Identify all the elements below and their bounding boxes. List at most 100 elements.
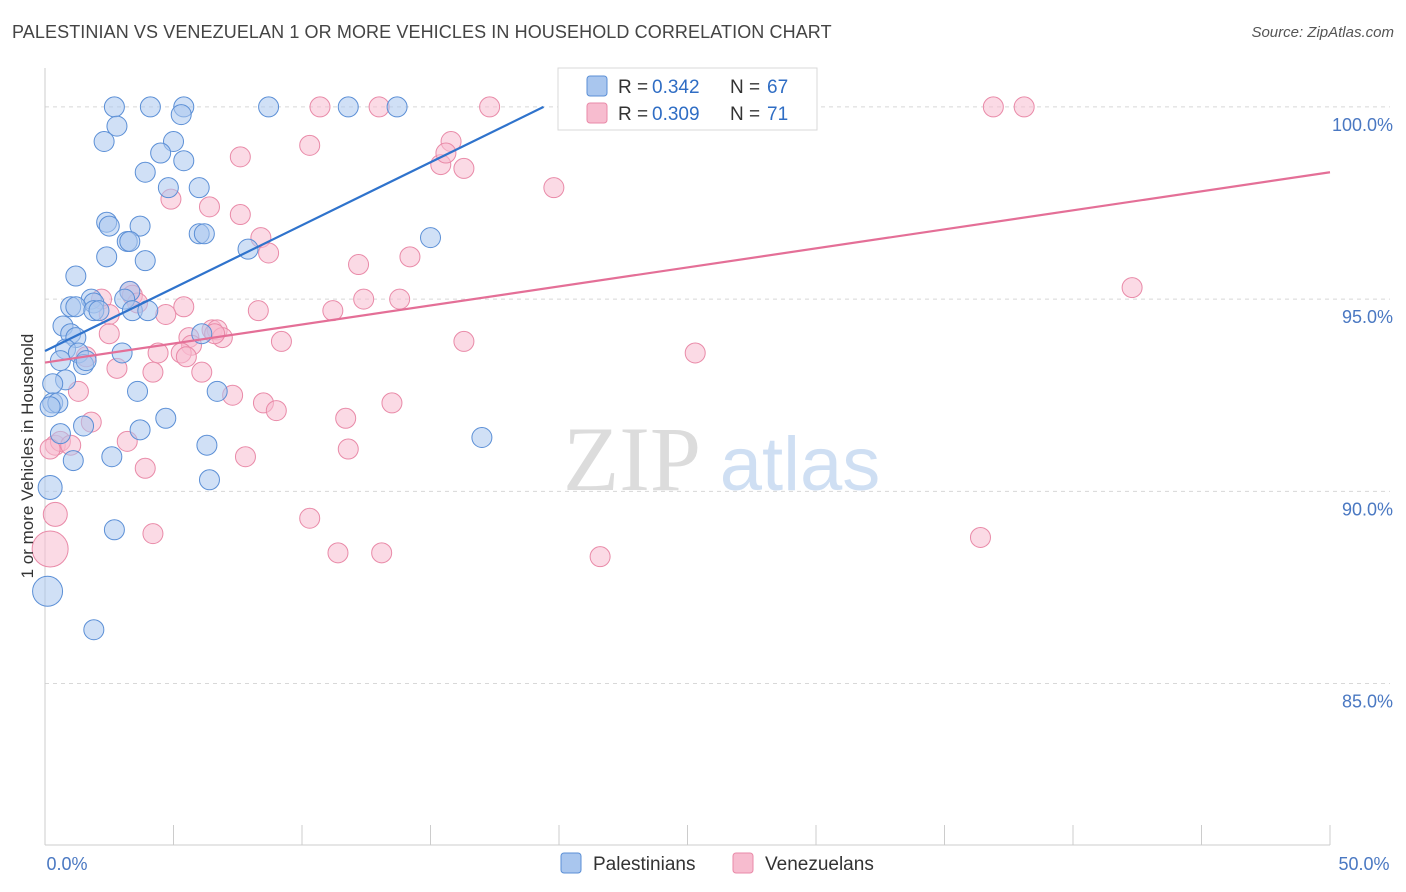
venezuelans-point: [335, 407, 357, 429]
y-axis-label: 1 or more Vehicles in Household: [18, 334, 37, 579]
palestinians-point: [155, 407, 177, 429]
correlation-legend: R = 0.342 N = 67 R = 0.309 N = 71: [557, 67, 818, 131]
palestinians-point: [129, 419, 151, 441]
palestinians-point: [65, 265, 87, 287]
palestinians-point: [103, 519, 125, 541]
venezuelans-point: [589, 546, 611, 568]
palestinians-point: [32, 575, 64, 607]
palestinians-points: [32, 96, 493, 641]
venezuelans-point: [435, 142, 457, 164]
venezuelans-point: [337, 438, 359, 460]
venezuelans-point: [229, 146, 251, 168]
venezuelans-point: [39, 438, 61, 460]
venezuelans-point: [371, 542, 393, 564]
palestinians-point: [73, 415, 95, 437]
palestinians-point: [83, 619, 105, 641]
legend-n-label: N =: [730, 104, 760, 125]
palestinians-point: [196, 434, 218, 456]
palestinians-point: [420, 227, 441, 249]
series-swatch-venezuelans: [732, 852, 754, 874]
legend-n-label: N =: [730, 77, 760, 98]
legend-n-blue: 67: [767, 77, 788, 98]
venezuelans-point: [353, 288, 375, 310]
venezuelans-point: [155, 303, 177, 325]
palestinians-point: [106, 115, 128, 137]
venezuelans-point: [299, 134, 321, 156]
palestinians-point: [198, 469, 220, 491]
venezuelans-point: [198, 196, 220, 218]
venezuelans-point: [479, 96, 501, 118]
series-label-palestinians: Palestinians: [593, 854, 695, 875]
series-swatch-palestinians: [560, 852, 582, 874]
venezuelans-point: [453, 157, 475, 179]
palestinians-point: [119, 230, 141, 252]
series-legend: Palestinians Venezuelans: [560, 852, 874, 875]
venezuelans-point: [270, 330, 292, 352]
venezuelans-point: [322, 300, 344, 322]
watermark-zip: ZIP: [563, 408, 701, 510]
venezuelans-point: [175, 346, 197, 368]
palestinians-point: [96, 246, 118, 268]
series-label-venezuelans: Venezuelans: [765, 854, 874, 875]
palestinians-point: [49, 423, 71, 445]
palestinians-point: [134, 250, 156, 272]
venezuelans-point: [1013, 96, 1035, 118]
palestinians-point: [471, 427, 493, 449]
venezuelans-point: [258, 242, 280, 264]
venezuelans-point: [98, 323, 120, 345]
venezuelans-point: [173, 296, 195, 318]
venezuelans-point: [309, 96, 331, 118]
venezuelans-point: [147, 342, 169, 364]
venezuelans-point: [389, 288, 411, 310]
venezuelans-point: [453, 330, 475, 352]
venezuelans-point: [265, 400, 287, 422]
venezuelans-point: [191, 361, 213, 383]
venezuelans-point: [1121, 277, 1143, 299]
legend-swatch-blue: [586, 75, 608, 97]
y-tick-label: 90.0%: [1342, 499, 1393, 519]
palestinians-point: [206, 380, 228, 402]
venezuelans-point: [399, 246, 421, 268]
y-tick-label: 100.0%: [1332, 115, 1393, 135]
palestinians-point: [337, 96, 359, 118]
venezuelans-point: [969, 526, 991, 548]
venezuelans-trend-line: [44, 171, 1331, 364]
palestinians-point: [39, 396, 61, 418]
venezuelans-point: [982, 96, 1004, 118]
palestinians-point: [170, 104, 192, 126]
y-tick-label: 85.0%: [1342, 692, 1393, 712]
venezuelans-point: [368, 96, 390, 118]
legend-r-blue: 0.342: [652, 77, 700, 98]
watermark: ZIP atlas: [563, 408, 880, 510]
legend-r-label: R =: [618, 104, 648, 125]
venezuelans-point: [247, 300, 269, 322]
venezuelans-point: [229, 204, 251, 226]
y-tick-label: 95.0%: [1342, 307, 1393, 327]
palestinians-point: [65, 296, 87, 318]
palestinians-point: [88, 300, 110, 322]
venezuelans-point: [142, 523, 164, 545]
palestinians-point: [103, 96, 125, 118]
venezuelans-point: [684, 342, 706, 364]
legend-n-pink: 71: [767, 104, 788, 125]
watermark-atlas: atlas: [720, 422, 881, 507]
venezuelans-point: [299, 507, 321, 529]
legend-r-label: R =: [618, 77, 648, 98]
venezuelans-point: [327, 542, 349, 564]
venezuelans-point: [134, 457, 156, 479]
venezuelans-point: [348, 254, 370, 276]
trend-lines: [44, 105, 1331, 364]
palestinians-point: [62, 450, 84, 472]
x-tick-label: 0.0%: [46, 854, 87, 874]
venezuelans-point: [142, 361, 164, 383]
palestinians-point: [93, 131, 115, 153]
palestinians-trend-line: [44, 105, 545, 353]
palestinians-point: [150, 142, 172, 164]
palestinians-point: [134, 161, 156, 183]
palestinians-point: [386, 96, 408, 118]
legend-r-pink: 0.309: [652, 104, 700, 125]
palestinians-point: [101, 446, 123, 468]
venezuelans-point: [42, 501, 68, 527]
palestinians-point: [173, 150, 195, 172]
